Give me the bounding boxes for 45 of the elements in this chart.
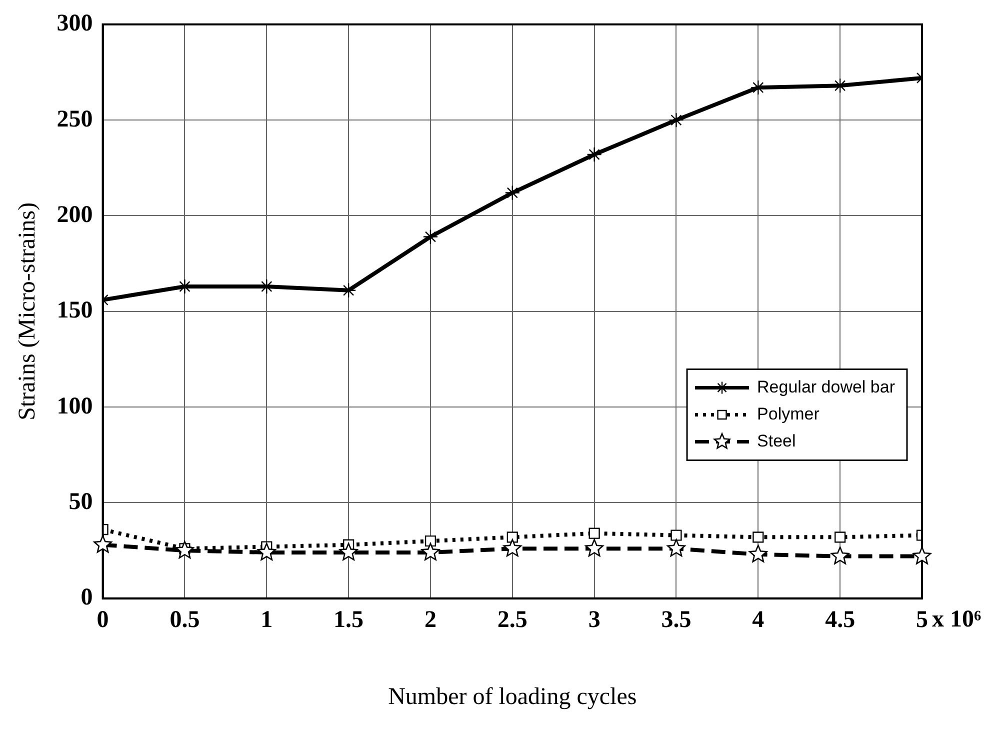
point xyxy=(748,544,768,562)
legend-label: Regular dowel bar xyxy=(757,377,896,396)
point xyxy=(586,146,602,162)
point xyxy=(424,535,436,547)
point xyxy=(503,539,522,557)
y-tick-label: 100 xyxy=(56,393,93,420)
y-tick-label: 200 xyxy=(56,202,93,228)
point xyxy=(506,532,518,543)
y-axis-title: Strains (Micro-strains) xyxy=(14,202,41,420)
x-tick-label: 4.5 xyxy=(825,607,856,634)
point xyxy=(670,530,682,541)
point xyxy=(668,112,684,128)
y-tick-label: 300 xyxy=(56,10,93,37)
y-tick-label: 250 xyxy=(56,106,93,132)
point xyxy=(94,535,112,553)
x-tick-label: 0.5 xyxy=(170,607,200,634)
x-tick-label: 1 xyxy=(260,607,273,634)
point xyxy=(585,539,604,557)
x-axis-title: Number of loading cycles xyxy=(388,684,637,710)
point xyxy=(834,532,846,543)
x-tick-label: 2 xyxy=(424,607,436,634)
x-tick-label: 4 xyxy=(752,607,764,634)
point xyxy=(176,540,194,558)
point xyxy=(257,542,276,560)
point xyxy=(830,546,850,564)
x-tick-label: 0 xyxy=(96,607,109,634)
point xyxy=(752,532,764,543)
y-tick-label: 0 xyxy=(80,584,93,611)
y-tick-label: 150 xyxy=(56,298,93,324)
legend-label: Polymer xyxy=(757,404,820,424)
x-tick-label: 3.5 xyxy=(661,607,692,634)
point xyxy=(422,229,438,244)
point xyxy=(588,528,600,539)
y-tick-label: 50 xyxy=(68,488,93,515)
point xyxy=(667,539,686,557)
legend-label: Steel xyxy=(757,431,796,450)
text: x 10⁶ xyxy=(932,606,982,633)
x-tick-label: 2.5 xyxy=(497,607,528,634)
x-tick-label: 1.5 xyxy=(334,607,364,634)
point xyxy=(421,542,440,560)
point xyxy=(339,542,358,560)
x-tick-label: 5 xyxy=(916,607,928,634)
point xyxy=(504,185,520,200)
x-tick-label: 3 xyxy=(588,607,600,634)
point xyxy=(912,546,932,564)
